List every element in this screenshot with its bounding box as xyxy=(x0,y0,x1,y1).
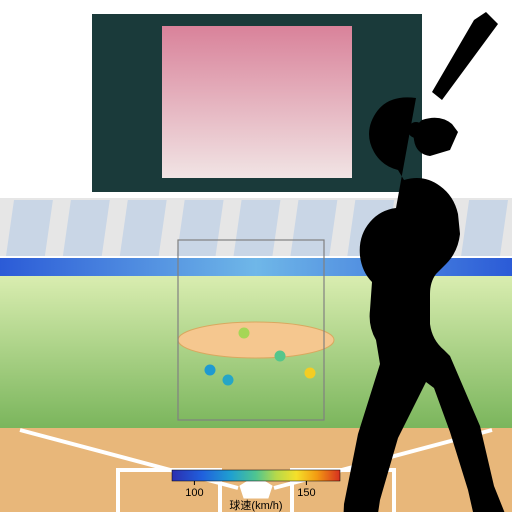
pitch-marker xyxy=(305,368,316,379)
scoreboard-screen xyxy=(162,26,352,178)
pitch-marker xyxy=(205,365,216,376)
colorbar-tick: 100 xyxy=(185,487,203,499)
pitch-marker xyxy=(223,375,234,386)
pitch-marker xyxy=(275,351,286,362)
pitch-marker xyxy=(239,328,250,339)
colorbar-label: 球速(km/h) xyxy=(229,498,282,512)
infield xyxy=(0,420,512,512)
pitchers-mound xyxy=(178,322,334,358)
colorbar-tick: 150 xyxy=(297,487,315,499)
